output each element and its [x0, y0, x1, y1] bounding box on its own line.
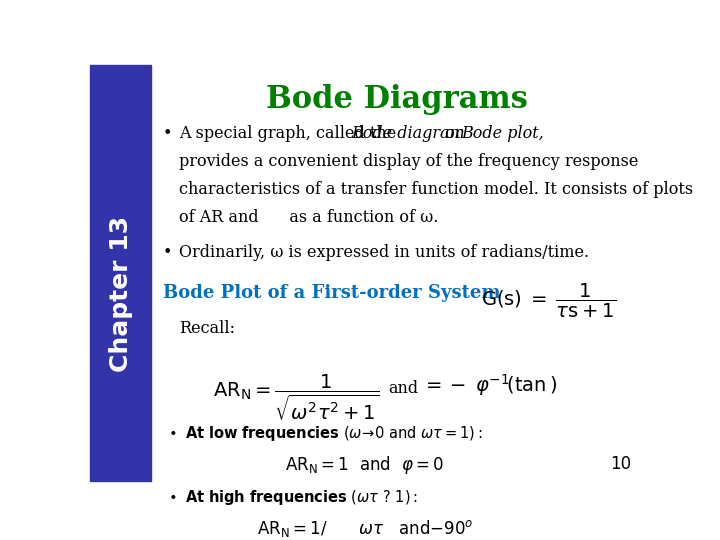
Text: $= -\;\varphi^{-1}\!\left(\tan\right)$: $= -\;\varphi^{-1}\!\left(\tan\right)$ [422, 372, 557, 398]
Text: $\mathrm{G(s)}\;=\;\dfrac{1}{\tau\mathrm{s}+1}$: $\mathrm{G(s)}\;=\;\dfrac{1}{\tau\mathrm… [481, 281, 616, 320]
Text: $\mathrm{AR_N}=1/\quad\quad\omega\tau\quad\mathrm{and}{-90^o}$: $\mathrm{AR_N}=1/\quad\quad\omega\tau\qu… [258, 518, 474, 539]
Text: Chapter 13: Chapter 13 [109, 215, 132, 372]
Text: characteristics of a transfer function model. It consists of plots: characteristics of a transfer function m… [179, 181, 693, 198]
Text: •: • [163, 244, 172, 261]
Text: Bode plot,: Bode plot, [461, 125, 544, 142]
Text: A special graph, called the: A special graph, called the [179, 125, 402, 142]
Text: Recall:: Recall: [179, 320, 235, 337]
Text: $\bullet$: $\bullet$ [168, 424, 176, 438]
Text: $\mathrm{AR_N}=1\ \ \mathrm{and}\ \ \varphi=0$: $\mathrm{AR_N}=1\ \ \mathrm{and}\ \ \var… [285, 454, 444, 476]
Text: $\mathrm{AR_N} = \dfrac{1}{\sqrt{\omega^2\tau^2+1}}$: $\mathrm{AR_N} = \dfrac{1}{\sqrt{\omega^… [213, 372, 379, 422]
Text: Ordinarily, ω is expressed in units of radians/time.: Ordinarily, ω is expressed in units of r… [179, 244, 590, 261]
Text: Bode Diagrams: Bode Diagrams [266, 84, 528, 114]
Text: Bode Plot of a First-order System: Bode Plot of a First-order System [163, 284, 500, 301]
Bar [90, 65, 151, 481]
Text: $\mathbf{At\ high\ frequencies}\ (\omega\tau\ ?\ 1):$: $\mathbf{At\ high\ frequencies}\ (\omega… [185, 488, 418, 507]
Text: of AR and      as a function of ω.: of AR and as a function of ω. [179, 208, 438, 226]
Text: and: and [389, 380, 418, 397]
Text: $\mathbf{At\ low\ frequencies}\ (\omega\!\rightarrow\!0\ \mathrm{and}\ \omega\ta: $\mathbf{At\ low\ frequencies}\ (\omega\… [185, 424, 482, 443]
Text: 10: 10 [610, 455, 631, 473]
Text: or: or [440, 125, 467, 142]
Text: provides a convenient display of the frequency response: provides a convenient display of the fre… [179, 153, 639, 170]
Text: Bode diagram: Bode diagram [351, 125, 465, 142]
Text: $\bullet$: $\bullet$ [168, 488, 176, 502]
Text: •: • [163, 125, 172, 142]
